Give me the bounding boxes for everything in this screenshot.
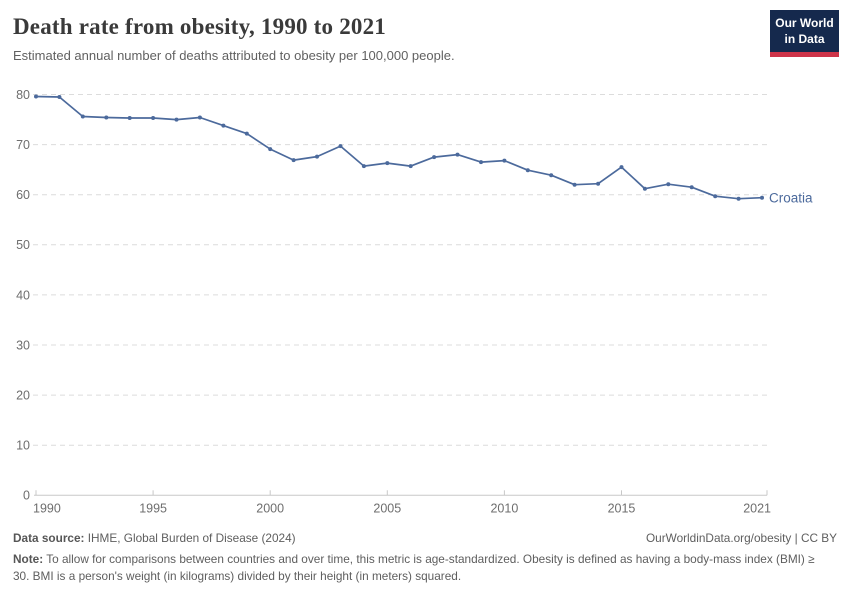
- owid-logo[interactable]: Our World in Data: [770, 10, 839, 58]
- note-text: To allow for comparisons between countri…: [13, 552, 815, 584]
- data-point-1995[interactable]: [151, 116, 156, 120]
- data-point-2000[interactable]: [268, 147, 273, 152]
- x-tick-label-2021: 2021: [743, 501, 771, 515]
- data-point-2014[interactable]: [596, 181, 601, 186]
- y-tick-label-40: 40: [16, 288, 30, 302]
- data-point-2017[interactable]: [666, 182, 671, 187]
- data-point-1991[interactable]: [57, 95, 62, 99]
- page-title: Death rate from obesity, 1990 to 2021: [13, 14, 386, 39]
- data-point-2005[interactable]: [385, 161, 390, 166]
- owid-logo-line2: in Data: [784, 31, 825, 46]
- data-source-text: IHME, Global Burden of Disease (2024): [84, 531, 296, 545]
- data-point-2021[interactable]: [760, 195, 764, 200]
- data-point-1996[interactable]: [174, 117, 179, 122]
- data-point-1999[interactable]: [244, 131, 249, 136]
- data-point-2018[interactable]: [689, 185, 694, 190]
- data-point-1997[interactable]: [197, 115, 202, 120]
- y-tick-label-50: 50: [16, 238, 30, 252]
- data-point-2016[interactable]: [642, 186, 647, 191]
- data-point-2003[interactable]: [338, 144, 343, 149]
- y-tick-label-30: 30: [16, 338, 30, 352]
- note-label: Note:: [13, 552, 44, 566]
- y-tick-label-10: 10: [16, 439, 30, 453]
- data-source: Data source: IHME, Global Burden of Dise…: [13, 531, 296, 545]
- data-point-2019[interactable]: [713, 194, 718, 199]
- chart-note: Note: To allow for comparisons between c…: [13, 551, 821, 585]
- x-tick-label-2000: 2000: [256, 501, 284, 515]
- data-point-2020[interactable]: [736, 196, 741, 201]
- series-line-croatia[interactable]: [35, 95, 763, 200]
- data-point-1993[interactable]: [104, 115, 109, 120]
- data-point-2011[interactable]: [525, 168, 530, 173]
- y-tick-label-0: 0: [23, 489, 30, 503]
- data-point-1998[interactable]: [221, 123, 226, 128]
- data-point-2009[interactable]: [479, 160, 483, 165]
- data-point-2010[interactable]: [502, 158, 507, 163]
- data-point-1994[interactable]: [127, 116, 132, 120]
- data-point-2001[interactable]: [291, 158, 296, 163]
- y-tick-label-20: 20: [16, 388, 30, 402]
- data-point-2006[interactable]: [408, 164, 413, 169]
- line-chart-canvas: 0 10 20 30 40 50 60 70 80 1990 1995 2000 2005 2010 201…: [16, 88, 813, 515]
- y-tick-label-80: 80: [16, 88, 30, 102]
- owid-logo-line1: Our World: [775, 16, 834, 30]
- license-link[interactable]: OurWorldinData.org/obesity | CC BY: [645, 531, 837, 545]
- y-tick-label-70: 70: [16, 138, 30, 152]
- chart-footer: Data source: IHME, Global Burden of Dise…: [13, 531, 837, 585]
- data-point-2012[interactable]: [549, 173, 554, 178]
- x-tick-label-2005: 2005: [373, 501, 401, 515]
- data-source-label: Data source:: [13, 531, 85, 545]
- x-tick-label-2015: 2015: [608, 501, 636, 515]
- data-point-2013[interactable]: [572, 182, 577, 187]
- data-point-1992[interactable]: [80, 114, 85, 119]
- data-point-2007[interactable]: [432, 155, 437, 160]
- data-point-2004[interactable]: [361, 164, 366, 169]
- x-tick-label-2010: 2010: [490, 501, 518, 515]
- x-tick-label-1990: 1990: [33, 501, 61, 515]
- series-end-label[interactable]: Croatia: [769, 190, 813, 205]
- chart-subtitle: Estimated annual number of deaths attrib…: [13, 48, 455, 63]
- chart-area: 0 10 20 30 40 50 60 70 80 1990 1995 2000 2005 2010 201…: [0, 85, 850, 535]
- chart-header: Death rate from obesity, 1990 to 2021 Es…: [0, 0, 850, 63]
- x-tick-label-1995: 1995: [139, 501, 167, 515]
- data-point-2015[interactable]: [619, 165, 624, 170]
- data-point-2008[interactable]: [455, 152, 460, 157]
- data-point-1990[interactable]: [34, 94, 38, 99]
- y-tick-label-60: 60: [16, 188, 30, 202]
- data-point-2002[interactable]: [315, 154, 319, 159]
